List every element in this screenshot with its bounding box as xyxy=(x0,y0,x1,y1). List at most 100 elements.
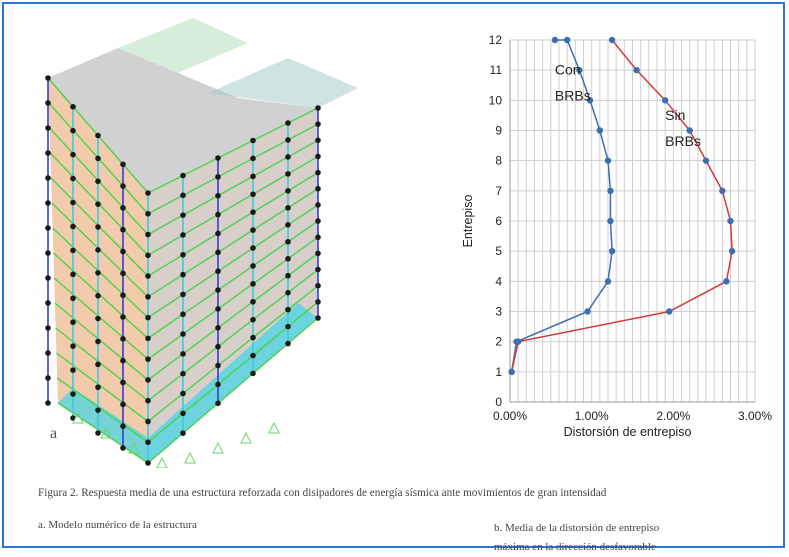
structural-node xyxy=(120,292,126,299)
support-icon xyxy=(240,431,252,444)
data-point xyxy=(661,97,669,104)
structural-node xyxy=(215,192,221,199)
y-tick-label: 3 xyxy=(495,305,502,319)
structural-node xyxy=(120,357,126,364)
structural-node xyxy=(285,289,291,296)
data-point xyxy=(604,157,612,164)
structural-node xyxy=(95,155,101,162)
series-label: Sin xyxy=(665,107,685,123)
structural-node xyxy=(285,120,291,126)
structural-node xyxy=(315,234,321,241)
structural-node xyxy=(70,175,76,182)
data-point xyxy=(596,127,604,134)
panel-a-letter: a xyxy=(50,425,58,442)
support-icon xyxy=(156,456,168,468)
subcaption-b-line1: b. Media de la distorsión de entrepiso xyxy=(494,522,660,534)
structural-node xyxy=(70,319,76,326)
structural-node xyxy=(45,150,51,156)
structural-node xyxy=(285,154,291,160)
data-point xyxy=(604,278,612,285)
y-tick-label: 11 xyxy=(490,63,503,77)
structural-node xyxy=(285,255,291,262)
structural-node xyxy=(180,291,186,298)
structural-node xyxy=(315,121,321,127)
structural-node xyxy=(215,306,221,312)
data-point xyxy=(551,36,559,44)
structural-node xyxy=(95,178,101,185)
structural-node xyxy=(180,271,186,278)
figure-caption: Figura 2. Respuesta media de una estruct… xyxy=(38,487,607,499)
figure-panels: a 0 1 2 3 4 5 6 7 8 9 10 11 12 0.00% 1.00% 2.00% 3.00% Di… xyxy=(10,10,781,470)
support-icon xyxy=(212,441,224,454)
structural-node xyxy=(250,227,256,233)
structural-node xyxy=(95,201,101,207)
data-point xyxy=(576,66,583,74)
data-point xyxy=(719,187,726,195)
structural-node xyxy=(180,390,186,397)
structural-node xyxy=(180,410,186,417)
structural-node xyxy=(70,199,76,206)
structural-node xyxy=(180,251,186,258)
series-label: BRBs xyxy=(665,133,701,149)
y-axis-label: Entrepiso xyxy=(461,195,475,248)
structural-node xyxy=(250,352,256,359)
structural-node xyxy=(250,137,256,144)
structural-node xyxy=(145,335,151,342)
structural-node xyxy=(70,391,76,397)
structural-node xyxy=(250,298,256,305)
structural-node xyxy=(120,161,126,168)
structural-node xyxy=(250,334,256,341)
structural-node xyxy=(215,230,221,237)
structural-node xyxy=(95,384,101,391)
support-icon xyxy=(184,451,196,464)
structural-node xyxy=(95,132,101,139)
structural-node xyxy=(215,343,221,350)
subcaption-a: a. Modelo numérico de la estructura xyxy=(38,519,197,531)
floor-beam-left xyxy=(54,302,149,381)
structural-node xyxy=(95,247,101,253)
floor-beam-left xyxy=(53,277,149,360)
structural-node xyxy=(145,397,151,404)
structural-node xyxy=(145,356,151,362)
structural-node xyxy=(95,315,101,322)
structural-node xyxy=(70,127,76,134)
structural-node xyxy=(120,183,126,189)
structural-node xyxy=(95,224,101,230)
structural-model-illustration xyxy=(45,18,358,468)
series-label: Con xyxy=(555,62,581,78)
structural-node xyxy=(120,270,126,277)
structural-node xyxy=(285,137,291,143)
support-icon xyxy=(268,421,280,434)
structural-node xyxy=(215,211,221,218)
structural-node xyxy=(250,370,256,377)
structural-node xyxy=(145,231,151,238)
data-point xyxy=(514,338,522,345)
structural-node xyxy=(95,361,101,368)
structural-node xyxy=(95,430,101,436)
floor-beam-left xyxy=(55,327,149,402)
structural-node xyxy=(145,252,151,259)
structural-node xyxy=(250,191,256,198)
series-line xyxy=(510,39,733,372)
data-point xyxy=(607,187,614,195)
structural-node xyxy=(215,381,221,388)
structural-node xyxy=(215,287,221,293)
structural-node xyxy=(145,273,151,279)
structural-node xyxy=(180,172,186,179)
structural-node xyxy=(285,306,291,313)
structural-node xyxy=(250,173,256,180)
structural-node xyxy=(215,400,221,407)
subcaption-b-line2: máxima en la dirección desfavorable xyxy=(494,541,656,553)
structural-node xyxy=(315,202,321,208)
structural-node xyxy=(145,190,151,196)
y-tick-label: 1 xyxy=(495,365,502,379)
structural-node xyxy=(70,367,76,373)
structural-node xyxy=(145,418,151,425)
y-tick-label: 9 xyxy=(495,124,502,138)
structural-node xyxy=(45,125,51,131)
structural-node xyxy=(250,155,256,162)
series-label: BRBs xyxy=(555,88,591,104)
data-point xyxy=(702,157,710,164)
